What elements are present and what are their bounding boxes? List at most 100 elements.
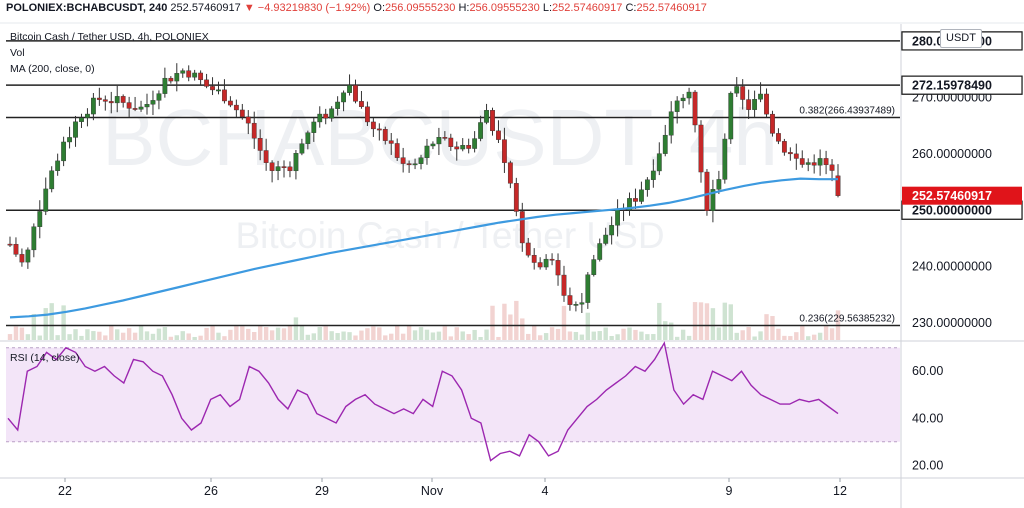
- candle-body: [31, 226, 37, 251]
- volume-bar: [776, 328, 781, 340]
- candle: [829, 159, 835, 182]
- candle-body: [394, 143, 400, 158]
- candle-body: [829, 164, 835, 171]
- candle: [656, 142, 662, 176]
- currency-button[interactable]: USDT: [940, 29, 982, 48]
- candle: [507, 160, 513, 189]
- volume-bar: [663, 321, 668, 340]
- candle: [293, 149, 299, 180]
- candle-body: [448, 137, 454, 147]
- rsi-label[interactable]: RSI (14, close): [10, 352, 80, 364]
- candle: [263, 138, 269, 171]
- volume-bar: [639, 331, 644, 340]
- candle-body: [245, 116, 251, 124]
- high-value: 256.09555230: [469, 2, 540, 14]
- volume-bar: [7, 334, 13, 340]
- volume-bar: [514, 300, 519, 340]
- candle-body: [776, 133, 781, 142]
- candle-body: [507, 162, 513, 184]
- candle: [502, 127, 507, 173]
- candle: [245, 110, 251, 135]
- level-price-box: [901, 75, 1023, 95]
- candle-body: [365, 106, 370, 123]
- candle-body: [698, 124, 704, 173]
- candle-body: [382, 129, 388, 141]
- candle-body: [412, 163, 418, 166]
- volume-bar: [186, 333, 191, 340]
- volume-bar: [25, 334, 31, 340]
- candle: [7, 236, 13, 248]
- volume-bar: [764, 314, 769, 340]
- ma-label[interactable]: MA (200, close, 0): [10, 63, 95, 75]
- candle: [204, 73, 209, 89]
- candle-body: [186, 70, 192, 78]
- candle: [269, 160, 275, 183]
- candle-body: [138, 106, 144, 110]
- candle-body: [43, 188, 49, 212]
- candle: [561, 265, 567, 302]
- volume-bar: [97, 331, 102, 340]
- candle: [323, 108, 329, 125]
- candle-body: [269, 162, 275, 171]
- rsi-line: [7, 341, 839, 462]
- candle: [180, 68, 186, 78]
- candle: [198, 70, 204, 86]
- volume-bar: [752, 336, 757, 340]
- candle-body: [233, 104, 239, 111]
- volume-bar: [573, 331, 579, 340]
- candle-body: [615, 208, 620, 226]
- candle: [454, 141, 460, 161]
- candle-body: [817, 158, 823, 166]
- vol-label[interactable]: Vol: [10, 47, 25, 59]
- volume-bar: [609, 335, 614, 340]
- candle: [156, 90, 162, 110]
- candle-body: [567, 295, 573, 305]
- candle-body: [484, 110, 489, 123]
- candle-body: [144, 104, 150, 108]
- low-value: 252.57460917: [552, 2, 623, 14]
- candle: [162, 67, 168, 98]
- volume-bar: [722, 302, 728, 340]
- candle-body: [799, 158, 805, 165]
- candle: [662, 124, 668, 157]
- change-value: ▼ −4.93219830 (−1.92%): [243, 2, 371, 14]
- candle-body: [293, 153, 299, 172]
- candle-body: [281, 166, 287, 168]
- volume-bar: [329, 331, 334, 340]
- candle: [436, 127, 442, 156]
- candle-body: [19, 254, 25, 263]
- volume-bar: [335, 333, 340, 340]
- volume-bar: [478, 336, 483, 340]
- candle: [805, 158, 811, 172]
- time-tick-label: 9: [726, 484, 733, 498]
- candle-body: [460, 145, 466, 150]
- volume-bar: [704, 303, 710, 340]
- candle-body: [662, 134, 668, 154]
- candle-body: [734, 86, 740, 94]
- volume-bar: [734, 332, 739, 340]
- rsi-band: [6, 347, 900, 442]
- volume-bar: [794, 332, 799, 340]
- candle-body: [305, 132, 311, 144]
- candle: [430, 141, 436, 150]
- candle-body: [650, 170, 656, 180]
- volume-bar: [621, 328, 626, 340]
- candle: [365, 101, 370, 126]
- candle-body: [61, 141, 67, 162]
- volume-bar: [436, 331, 442, 340]
- volume-bar: [811, 334, 817, 340]
- candle: [359, 90, 364, 109]
- volume-bar: [567, 331, 573, 340]
- candle: [686, 87, 692, 105]
- close-label: C:: [625, 2, 637, 14]
- candle: [43, 177, 49, 216]
- candle-body: [722, 138, 728, 180]
- candle: [138, 100, 144, 112]
- candle: [61, 136, 67, 167]
- candle: [382, 126, 388, 145]
- candle: [251, 111, 257, 149]
- volume-bar: [67, 334, 72, 340]
- candle: [37, 200, 43, 239]
